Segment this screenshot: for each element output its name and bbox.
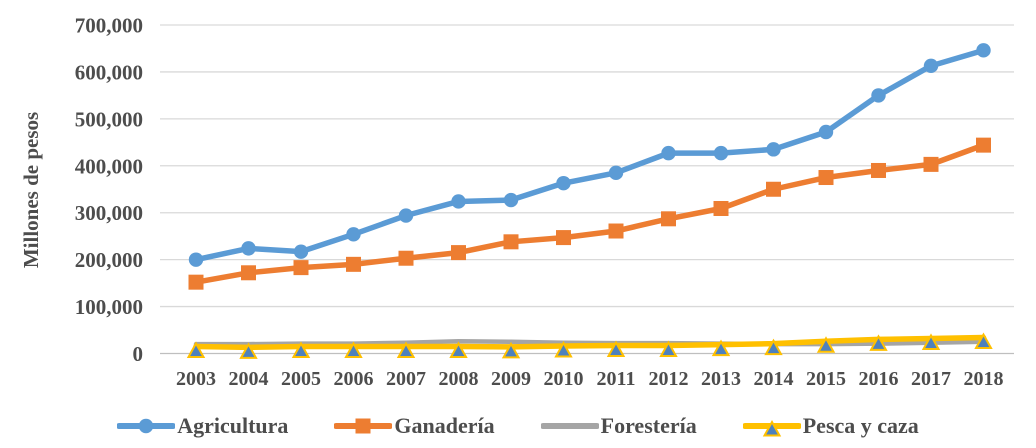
- data-point-marker: [608, 223, 624, 239]
- data-point-marker: [974, 332, 993, 350]
- data-point-marker: [713, 145, 729, 161]
- data-point-marker: [186, 341, 206, 358]
- x-tick-label: 2007: [386, 368, 426, 390]
- series-markers-pesca-y-caza: [186, 332, 993, 359]
- data-point-marker: [869, 334, 888, 351]
- x-tick-label: 2017: [911, 368, 951, 390]
- data-point-marker: [346, 256, 361, 272]
- legend-label: Pesca y caza: [802, 413, 919, 438]
- data-point-marker: [556, 175, 571, 191]
- data-point-marker: [871, 88, 886, 103]
- series-line-agricultura: [193, 47, 987, 263]
- data-point-marker: [293, 260, 309, 276]
- x-tick-label: 2011: [597, 368, 636, 390]
- data-point-marker: [451, 194, 466, 209]
- series-line-pesca-y-caza: [193, 334, 987, 351]
- data-point-marker: [711, 339, 731, 357]
- data-point-marker: [355, 418, 371, 434]
- legend-item-foresteria: Forestería: [540, 412, 697, 440]
- data-point-marker: [818, 124, 834, 140]
- data-point-marker: [608, 165, 624, 181]
- legend-label: Forestería: [600, 413, 697, 438]
- series-line-ganaderia: [193, 142, 987, 285]
- y-tick-label: 0: [133, 342, 144, 366]
- legend-marker-pesca-y-caza: [742, 419, 801, 437]
- data-point-marker: [766, 142, 781, 157]
- y-tick-label: 100,000: [75, 295, 143, 319]
- x-tick-label: 2016: [859, 368, 899, 390]
- x-tick-label: 2005: [281, 368, 321, 390]
- data-point-marker: [346, 227, 361, 242]
- x-tick-label: 2013: [701, 368, 741, 390]
- data-point-marker: [976, 43, 991, 58]
- y-tick-label: 400,000: [75, 154, 143, 178]
- series-line-foresteria: [193, 339, 986, 347]
- data-point-marker: [871, 162, 886, 178]
- data-point-marker: [503, 234, 519, 250]
- data-point-marker: [239, 342, 258, 359]
- data-point-marker: [923, 156, 939, 172]
- legend-item-agricultura: Agricultura: [117, 412, 288, 440]
- data-point-marker: [398, 208, 414, 223]
- data-point-marker: [449, 341, 468, 358]
- data-point-marker: [766, 181, 781, 197]
- y-tick-label: 200,000: [75, 248, 143, 272]
- y-axis-title: Millones de pesos: [19, 112, 43, 268]
- legend-label: Agricultura: [177, 413, 289, 438]
- data-point-marker: [921, 333, 941, 350]
- data-point-marker: [398, 250, 414, 266]
- data-point-marker: [188, 252, 204, 267]
- data-point-marker: [503, 192, 519, 208]
- data-point-marker: [241, 265, 256, 281]
- series-markers-ganaderia: [188, 137, 991, 290]
- data-point-marker: [659, 340, 678, 358]
- y-tick-label: 500,000: [75, 107, 143, 131]
- legend-item-ganaderia: Ganadería: [334, 412, 495, 440]
- y-tick-label: 700,000: [75, 14, 143, 38]
- data-point-marker: [661, 145, 676, 161]
- x-tick-label: 2009: [491, 368, 531, 390]
- x-tick-label: 2004: [229, 368, 269, 390]
- x-tick-label: 2003: [176, 368, 216, 390]
- x-tick-label: 2015: [806, 368, 846, 390]
- data-point-marker: [764, 338, 783, 356]
- x-tick-label: 2012: [649, 368, 689, 390]
- legend-label: Ganadería: [394, 413, 495, 438]
- data-point-marker: [241, 241, 256, 256]
- x-tick-label: 2010: [544, 368, 584, 390]
- data-point-marker: [713, 200, 729, 216]
- data-point-marker: [816, 336, 836, 353]
- data-point-marker: [138, 418, 154, 434]
- chart-canvas: Millones de pesos 0 100,000 200,000 300,000…: [19, 14, 1014, 390]
- x-tick-label: 2008: [439, 368, 479, 390]
- data-point-marker: [976, 137, 991, 153]
- data-point-marker: [556, 230, 571, 246]
- x-tick-label: 2006: [334, 368, 374, 390]
- data-point-marker: [451, 245, 466, 261]
- data-point-marker: [293, 244, 309, 259]
- data-point-marker: [501, 341, 521, 359]
- legend-item-pesca-y-caza: Pesca y caza: [742, 412, 919, 440]
- data-point-marker: [554, 340, 573, 358]
- y-tick-label: 600,000: [75, 60, 143, 84]
- data-point-marker: [923, 58, 939, 74]
- chart-legend: Agricultura Ganadería Forestería Pesca y ca…: [0, 404, 1036, 448]
- series-markers-agricultura: [188, 43, 991, 267]
- data-point-marker: [661, 211, 676, 227]
- legend-marker-ganaderia: [334, 418, 393, 434]
- legend-marker-agricultura: [117, 418, 176, 434]
- data-point-marker: [606, 340, 626, 358]
- x-tick-label: 2018: [964, 368, 1004, 390]
- data-point-marker: [396, 341, 416, 358]
- data-point-marker: [291, 341, 311, 358]
- data-point-marker: [188, 274, 204, 290]
- x-tick-label: 2014: [754, 368, 794, 390]
- data-point-marker: [762, 419, 781, 437]
- data-point-marker: [818, 170, 834, 186]
- data-point-marker: [344, 341, 363, 358]
- legend-marker-foresteria: [540, 423, 599, 429]
- y-tick-label: 300,000: [75, 201, 143, 225]
